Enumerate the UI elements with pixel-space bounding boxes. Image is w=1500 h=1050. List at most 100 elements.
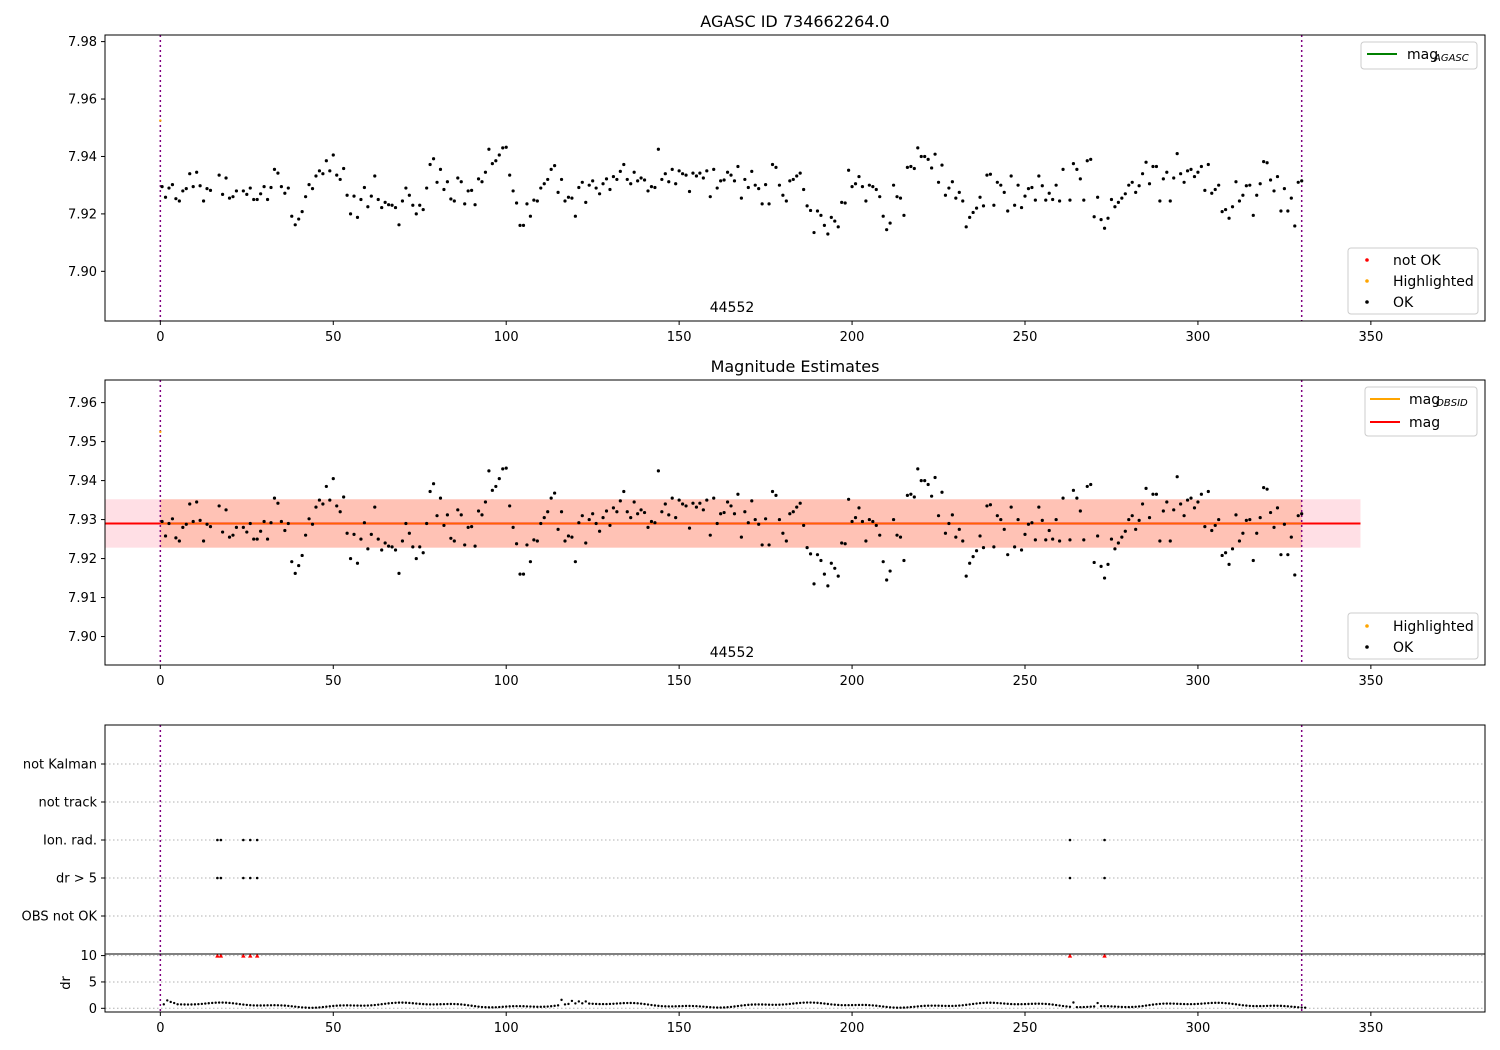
data-point-ok — [636, 512, 640, 516]
data-point-ok — [746, 521, 750, 525]
dr-point — [363, 1004, 366, 1007]
dr-point — [1051, 1003, 1054, 1006]
data-point-ok — [784, 539, 788, 543]
flag-point — [1103, 838, 1106, 842]
dr-point — [643, 1002, 646, 1006]
y-tick-label: 7.90 — [68, 630, 97, 645]
data-point-ok — [566, 534, 571, 538]
data-point-ok — [992, 203, 996, 207]
data-point-ok — [930, 494, 934, 498]
data-point-ok — [1272, 189, 1276, 193]
legend-box — [1360, 41, 1478, 70]
data-point-ok — [636, 179, 640, 183]
dr-point — [1127, 1005, 1130, 1009]
data-point-ok — [170, 517, 175, 521]
x-tick-label: 50 — [325, 1021, 342, 1036]
dr-point — [581, 1002, 584, 1005]
dr-point — [747, 1003, 750, 1007]
data-point-ok — [1047, 191, 1051, 195]
dr-point — [857, 1003, 861, 1007]
data-point-ok — [1002, 190, 1006, 194]
dr-point — [1255, 1004, 1258, 1008]
data-point-ok — [757, 187, 761, 191]
data-point-ok — [1040, 518, 1044, 522]
data-point-ok — [532, 538, 536, 542]
dr-point — [657, 1004, 660, 1008]
data-point-ok — [670, 496, 674, 500]
data-point-ok — [442, 187, 446, 192]
data-point-ok — [1030, 521, 1034, 525]
data-point-ok — [1265, 161, 1269, 165]
dr-clipped-marker — [248, 953, 253, 958]
data-point-ok — [1085, 159, 1089, 163]
dr-point — [259, 1004, 262, 1007]
data-point-ok — [300, 553, 304, 558]
dr-point — [577, 1000, 581, 1003]
data-point-ok — [355, 561, 360, 565]
data-point-ok — [1258, 516, 1262, 520]
x-tick-label: 100 — [494, 1021, 519, 1036]
dr-point — [588, 1002, 591, 1005]
data-point-ok — [511, 189, 515, 193]
legend-marker-not-ok — [1365, 258, 1369, 262]
data-point-ok — [674, 516, 678, 520]
data-point-ok — [1282, 187, 1286, 191]
data-point-ok — [304, 533, 308, 537]
dr-point — [837, 1003, 840, 1007]
data-point-ok — [570, 535, 574, 539]
dr-point — [425, 1003, 428, 1006]
data-point-ok — [860, 185, 865, 189]
panel4-ylabel: dr — [59, 976, 74, 990]
data-point-ok — [445, 513, 450, 517]
dr-point — [169, 1000, 172, 1004]
dr-point — [1297, 1006, 1300, 1009]
dr-point — [463, 1003, 466, 1007]
data-point-ok — [905, 165, 910, 169]
dr-point — [318, 1006, 321, 1009]
data-point-ok — [1203, 524, 1207, 529]
data-point-ok — [542, 516, 546, 520]
x-tick-label: 200 — [840, 1021, 865, 1036]
data-point-ok — [719, 179, 723, 183]
data-point-ok — [812, 230, 816, 235]
data-point-ok — [1241, 193, 1245, 197]
data-point-ok — [248, 521, 252, 526]
data-point-ok — [1230, 547, 1235, 551]
panel2-annotation: 44552 — [710, 645, 755, 661]
data-point-ok — [269, 185, 273, 190]
data-point-ok — [933, 152, 937, 156]
data-point-ok — [902, 213, 906, 217]
data-point-ok — [425, 521, 429, 526]
dr-point — [1276, 1004, 1279, 1007]
data-point-ok — [359, 537, 363, 541]
dr-point — [705, 1005, 709, 1009]
legend-marker-highlighted — [1365, 279, 1369, 283]
data-point-ok — [632, 500, 636, 504]
legend-marker-ok — [1365, 645, 1369, 649]
data-point-ok — [981, 546, 986, 550]
dr-point — [1124, 1005, 1127, 1009]
flag-point — [1068, 838, 1072, 842]
data-point-ok — [909, 492, 913, 496]
dr-point — [1290, 1005, 1293, 1008]
data-point-ok — [188, 172, 192, 176]
data-point-ok — [490, 488, 494, 492]
data-point-ok — [1196, 170, 1200, 174]
data-point-ok — [1037, 174, 1041, 178]
data-point-ok — [198, 184, 202, 188]
data-point-ok — [905, 493, 910, 498]
data-point-ok — [324, 159, 328, 163]
data-point-ok — [411, 545, 415, 549]
data-point-ok — [743, 177, 747, 182]
data-point-ok — [715, 186, 719, 190]
data-point-ok — [201, 199, 206, 203]
dr-point — [1158, 1002, 1162, 1006]
dr-point — [204, 1002, 207, 1005]
data-point-ok — [1147, 182, 1152, 186]
data-point-ok — [625, 177, 629, 182]
data-point-ok — [798, 171, 802, 175]
data-point-ok — [279, 185, 283, 189]
data-point-ok — [397, 223, 401, 227]
dr-point — [366, 1004, 370, 1007]
dr-point — [715, 1006, 719, 1009]
